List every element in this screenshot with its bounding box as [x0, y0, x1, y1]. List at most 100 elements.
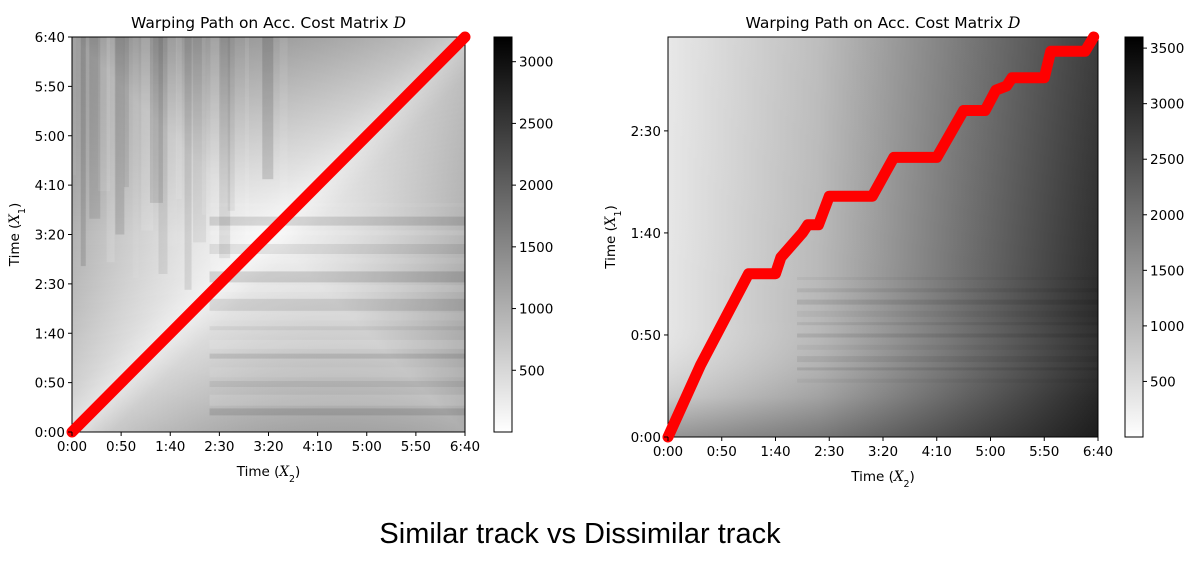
- y-tick-label: 5:00: [35, 129, 65, 145]
- heatmap-band: [797, 333, 1098, 338]
- heatmap-band: [209, 285, 465, 293]
- y-tick-label: 2:30: [631, 124, 661, 140]
- heatmap-streak: [219, 37, 231, 259]
- y-tick-label: 0:00: [35, 425, 65, 441]
- heatmap-band: [797, 344, 1098, 350]
- heatmap-streak: [227, 37, 235, 211]
- heatmap-band: [209, 326, 465, 331]
- colorbar-tick-label: 3500: [1150, 41, 1184, 57]
- y-tick-label: 5:50: [35, 79, 65, 95]
- colorbar-tick-label: 2000: [1150, 208, 1184, 224]
- heatmap-band: [209, 202, 465, 207]
- heatmap-streak: [193, 37, 207, 243]
- heatmap-streak: [245, 37, 249, 255]
- heatmap-streak: [115, 37, 125, 235]
- heatmap-band: [797, 322, 1098, 326]
- colorbar-tick-label: 1000: [1150, 319, 1184, 335]
- heatmap-streak: [279, 37, 288, 223]
- colorbar-tick-label: 3000: [519, 55, 553, 71]
- heatmap-band: [797, 310, 1098, 317]
- heatmap-streak: [184, 37, 192, 290]
- heatmap-band: [209, 244, 465, 254]
- heatmap-band: [209, 353, 465, 359]
- y-tick-label: 0:50: [631, 328, 661, 344]
- heatmap-band: [797, 378, 1098, 383]
- heatmap-streak: [123, 37, 129, 188]
- heatmap-streak: [210, 37, 221, 286]
- colorbar-tick-label: 3000: [1150, 97, 1184, 113]
- heatmap-streak: [175, 37, 182, 199]
- heatmap-streak: [132, 37, 139, 278]
- chart-title-1: Warping Path on Acc. Cost Matrix D: [131, 14, 407, 32]
- colorbar-tick-label: 2500: [519, 116, 553, 132]
- heatmap-band: [209, 312, 465, 321]
- x-tick-label: 1:40: [155, 439, 185, 455]
- colorbar-tick-label: 2000: [519, 178, 553, 194]
- x-tick-label: 3:20: [868, 444, 898, 460]
- x-tick-label: 3:20: [253, 439, 283, 455]
- x-tick-label: 5:00: [975, 444, 1005, 460]
- heatmap-streak: [262, 37, 274, 180]
- heatmap-band: [797, 356, 1098, 363]
- heatmap-band: [797, 288, 1098, 293]
- heatmap-band: [797, 277, 1098, 280]
- x-tick-label: 1:40: [760, 444, 790, 460]
- x-tick-label: 6:40: [1083, 444, 1113, 460]
- colorbar-tick-label: 1500: [519, 240, 553, 256]
- colorbar-2: [1124, 36, 1144, 438]
- heatmap-streak: [89, 37, 101, 219]
- x-tick-label: 5:50: [401, 439, 431, 455]
- heatmap-streak: [98, 37, 111, 192]
- x-tick-label: 5:50: [1029, 444, 1059, 460]
- heatmap-streak: [158, 37, 168, 274]
- y-tick-label: 4:10: [35, 178, 65, 194]
- heatmap-band: [209, 381, 465, 387]
- x-axis-label-2: Time (X2): [850, 469, 915, 490]
- heatmap-band: [209, 257, 465, 264]
- heatmap-streak: [149, 37, 163, 203]
- heatmap-shade: [668, 37, 1098, 437]
- y-tick-label: 3:20: [35, 228, 65, 244]
- x-tick-label: 0:00: [653, 444, 683, 460]
- colorbar-tick-label: 500: [1150, 374, 1176, 390]
- heatmap-band: [797, 299, 1098, 305]
- heatmap-streak: [72, 37, 76, 176]
- x-axis-label-1: Time (X2): [236, 464, 301, 485]
- heatmap-band: [209, 408, 465, 416]
- colorbar-tick-label: 1000: [519, 302, 553, 318]
- chart-2: Warping Path on Acc. Cost Matrix D 0:00 0:…: [603, 14, 1184, 490]
- warping-path-2: [662, 31, 1100, 443]
- y-axis-label-2: Time (X1): [603, 205, 624, 270]
- heatmap-streak: [167, 37, 178, 247]
- y-tick-label: 2:30: [35, 277, 65, 293]
- figure-caption: Similar track vs Dissimilar track: [379, 518, 781, 550]
- y-tick-label: 1:40: [35, 326, 65, 342]
- warping-path-1: [66, 31, 471, 438]
- colorbar-tick-label: 500: [519, 363, 545, 379]
- colorbar-tick-label: 1500: [1150, 263, 1184, 279]
- chart-title-2: Warping Path on Acc. Cost Matrix D: [746, 14, 1022, 32]
- x-tick-label: 6:40: [450, 439, 480, 455]
- heatmap-band: [209, 271, 465, 283]
- chart-1: Warping Path on Acc. Cost Matrix D 0:00 0:…: [7, 14, 553, 485]
- colorbar-1: [493, 36, 513, 433]
- y-axis-label-1: Time (X1): [7, 203, 28, 268]
- heatmap-band: [209, 367, 465, 378]
- y-tick-label: 6:40: [35, 30, 65, 46]
- y-tick-label: 1:40: [631, 226, 661, 242]
- heatmap-band: [209, 298, 465, 311]
- x-tick-label: 2:30: [204, 439, 234, 455]
- x-tick-label: 5:00: [352, 439, 382, 455]
- heatmap-streak: [106, 37, 115, 263]
- x-tick-label: 4:10: [922, 444, 952, 460]
- x-tick-label: 0:50: [707, 444, 737, 460]
- heatmap-band: [209, 216, 465, 226]
- heatmap-streak: [141, 37, 154, 231]
- heatmap-streak: [80, 37, 86, 267]
- x-tick-label: 2:30: [814, 444, 844, 460]
- x-tick-label: 0:00: [57, 439, 87, 455]
- heatmap-band: [209, 394, 465, 406]
- heatmap-2: [668, 37, 1098, 437]
